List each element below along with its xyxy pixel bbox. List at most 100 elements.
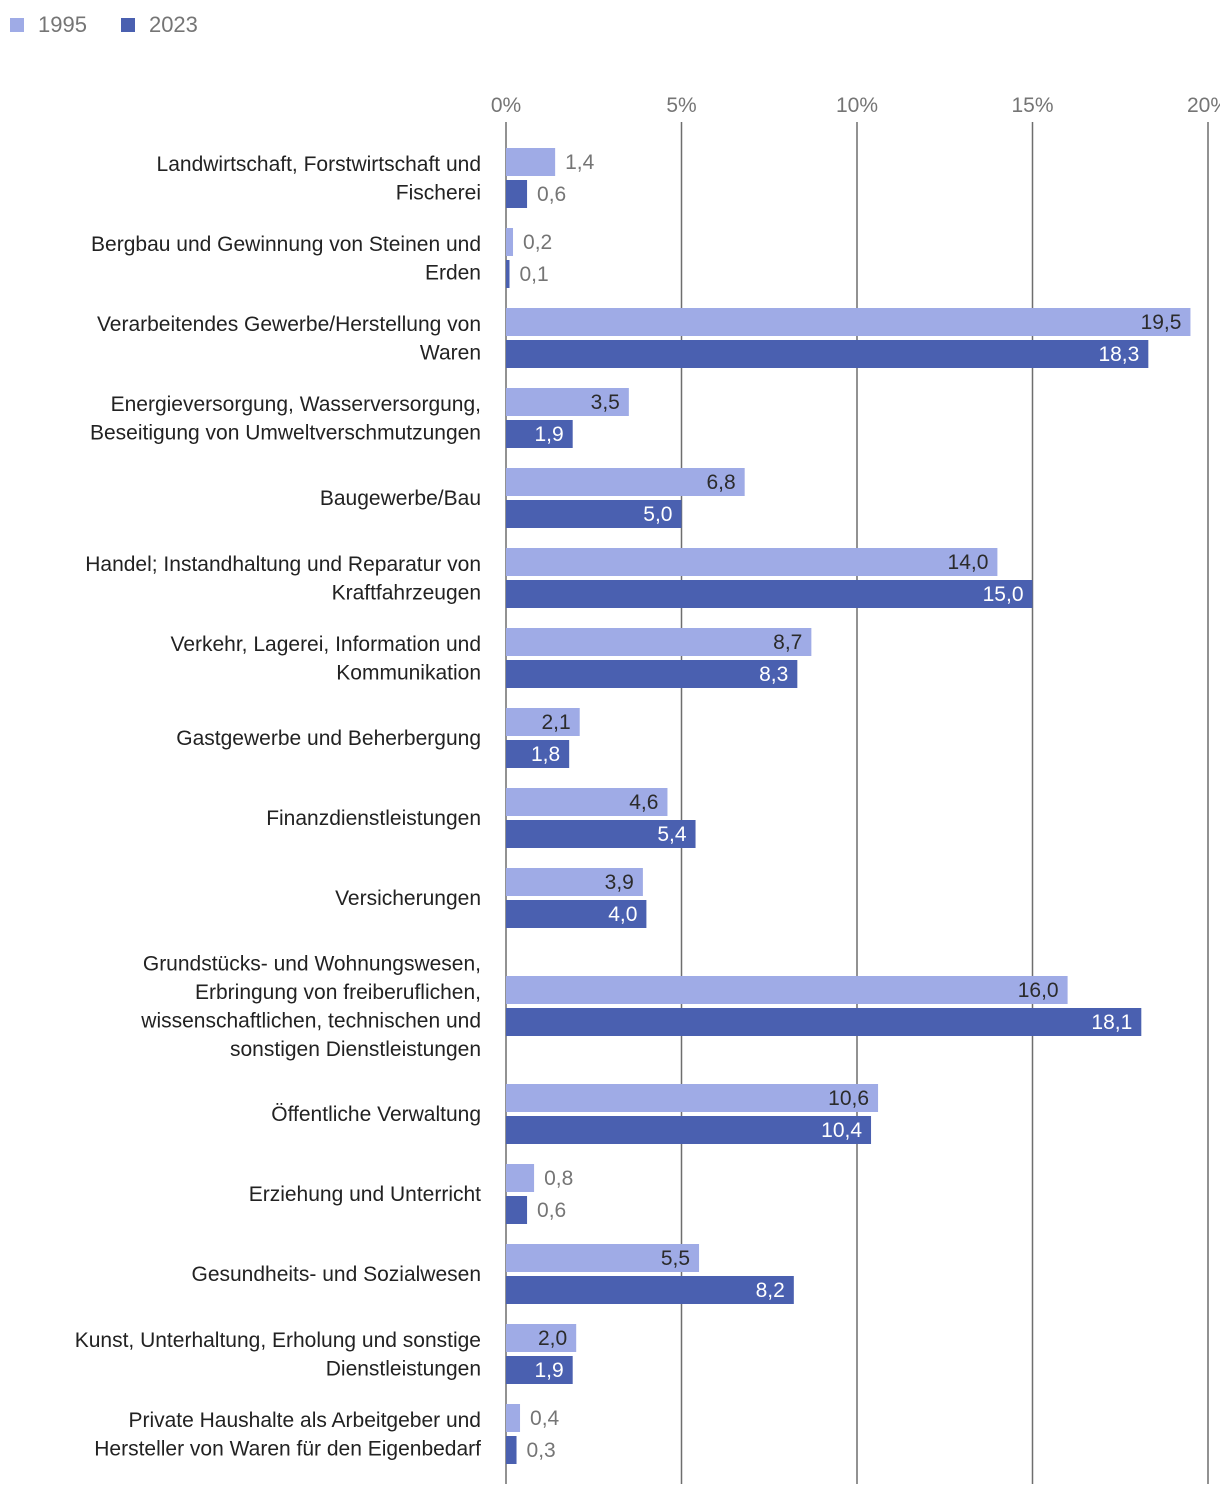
bar-1995[interactable]: [506, 868, 643, 896]
data-label-2023: 8,3: [759, 663, 788, 686]
category-label: Dienstleistungen: [326, 1357, 481, 1380]
bar-2023[interactable]: [506, 180, 528, 208]
category-label: Fischerei: [396, 181, 481, 204]
data-label-1995: 2,0: [538, 1327, 567, 1350]
data-label-2023: 10,4: [821, 1119, 862, 1142]
data-label-1995: 3,9: [605, 871, 634, 894]
x-tick-label: 15%: [1011, 94, 1053, 117]
bar-1995[interactable]: [506, 1244, 700, 1272]
category-label: Erziehung und Unterricht: [249, 1183, 481, 1206]
data-label-1995: 16,0: [1018, 979, 1059, 1002]
category-label: Private Haushalte als Arbeitgeber und: [128, 1409, 481, 1432]
category-label: Energieversorgung, Wasserversorgung,: [111, 393, 481, 416]
data-label-2023: 0,6: [537, 1199, 566, 1222]
x-tick-label: 5%: [666, 94, 696, 117]
bar-2023[interactable]: [506, 1356, 573, 1384]
bar-1995[interactable]: [506, 1404, 521, 1432]
category-label: Versicherungen: [335, 887, 481, 910]
category-label: Bergbau und Gewinnung von Steinen und: [91, 233, 481, 256]
bar-2023[interactable]: [506, 1436, 517, 1464]
bar-2023[interactable]: [506, 340, 1149, 368]
bar-1995[interactable]: [506, 388, 629, 416]
category-label: Grundstücks- und Wohnungswesen,: [143, 952, 481, 975]
data-label-1995: 8,7: [773, 631, 802, 654]
data-label-2023: 0,3: [527, 1439, 556, 1462]
category-label: Waren: [420, 341, 481, 364]
legend-label-1995: 1995: [38, 12, 87, 37]
category-label: Gesundheits- und Sozialwesen: [191, 1263, 481, 1286]
legend-swatch-1995: [10, 18, 24, 32]
data-label-2023: 0,6: [537, 183, 566, 206]
x-tick-label: 20%: [1187, 94, 1220, 117]
bar-2023[interactable]: [506, 1196, 528, 1224]
data-label-2023: 1,8: [531, 743, 560, 766]
bar-2023[interactable]: [506, 420, 573, 448]
data-label-1995: 0,8: [544, 1167, 573, 1190]
data-label-1995: 1,4: [565, 151, 595, 174]
category-label: Erden: [425, 261, 481, 284]
data-label-1995: 0,2: [523, 231, 552, 254]
bar-1995[interactable]: [506, 788, 668, 816]
bar-1995[interactable]: [506, 148, 556, 176]
bar-2023[interactable]: [506, 1276, 794, 1304]
data-label-2023: 18,3: [1098, 343, 1139, 366]
category-label: sonstigen Dienstleistungen: [230, 1038, 481, 1061]
data-label-1995: 2,1: [542, 711, 571, 734]
data-label-1995: 10,6: [828, 1087, 869, 1110]
bar-1995[interactable]: [506, 1164, 535, 1192]
data-label-1995: 6,8: [706, 471, 735, 494]
legend-swatch-2023: [120, 18, 135, 32]
bar-2023[interactable]: [506, 1008, 1142, 1036]
bar-2023[interactable]: [506, 500, 682, 528]
data-label-1995: 19,5: [1141, 311, 1182, 334]
bar-1995[interactable]: [506, 468, 745, 496]
data-label-2023: 5,0: [643, 503, 672, 526]
legend-item-1995[interactable]: 1995: [10, 12, 87, 38]
data-label-2023: 4,0: [608, 903, 637, 926]
bar-2023[interactable]: [506, 900, 647, 928]
category-label: Kunst, Unterhaltung, Erholung und sonsti…: [75, 1329, 481, 1352]
bar-2023[interactable]: [506, 660, 798, 688]
data-label-2023: 8,2: [756, 1279, 785, 1302]
bar-1995[interactable]: [506, 308, 1191, 336]
bar-1995[interactable]: [506, 228, 514, 256]
category-label: Handel; Instandhaltung und Reparatur von: [85, 553, 481, 576]
category-label: Landwirtschaft, Forstwirtschaft und: [157, 153, 481, 176]
bar-1995[interactable]: [506, 1324, 577, 1352]
legend-item-2023[interactable]: 2023: [120, 12, 198, 38]
category-label: Hersteller von Waren für den Eigenbedarf: [94, 1437, 481, 1460]
bar-1995[interactable]: [506, 1084, 879, 1112]
data-label-2023: 1,9: [534, 423, 563, 446]
data-label-2023: 18,1: [1091, 1011, 1132, 1034]
category-label: Kommunikation: [336, 661, 481, 684]
data-label-1995: 3,5: [591, 391, 620, 414]
bar-2023[interactable]: [506, 740, 570, 768]
x-tick-label: 0%: [491, 94, 521, 117]
data-label-2023: 0,1: [520, 263, 549, 286]
bar-2023[interactable]: [506, 1116, 872, 1144]
category-label: Erbringung von freiberuflichen,: [195, 981, 481, 1004]
x-tick-label: 10%: [836, 94, 878, 117]
data-label-2023: 15,0: [983, 583, 1024, 606]
data-label-1995: 14,0: [948, 551, 989, 574]
bar-1995[interactable]: [506, 708, 580, 736]
bar-2023[interactable]: [506, 820, 696, 848]
category-label: Verarbeitendes Gewerbe/Herstellung von: [97, 313, 481, 336]
bar-2023[interactable]: [506, 580, 1033, 608]
bar-1995[interactable]: [506, 976, 1068, 1004]
bar-1995[interactable]: [506, 548, 998, 576]
legend-label-2023: 2023: [148, 12, 198, 37]
category-label: Baugewerbe/Bau: [320, 487, 481, 510]
bar-2023[interactable]: [506, 260, 510, 288]
category-label: Öffentliche Verwaltung: [271, 1103, 481, 1126]
legend: 1995 2023: [10, 12, 198, 38]
bar-1995[interactable]: [506, 628, 812, 656]
data-label-1995: 4,6: [629, 791, 658, 814]
category-label: Beseitigung von Umweltverschmutzungen: [90, 421, 481, 444]
category-label: Finanzdienstleistungen: [266, 807, 481, 830]
data-label-1995: 5,5: [661, 1247, 690, 1270]
data-label-1995: 0,4: [530, 1407, 560, 1430]
category-label: Gastgewerbe und Beherbergung: [176, 727, 481, 750]
data-label-2023: 1,9: [534, 1359, 563, 1382]
